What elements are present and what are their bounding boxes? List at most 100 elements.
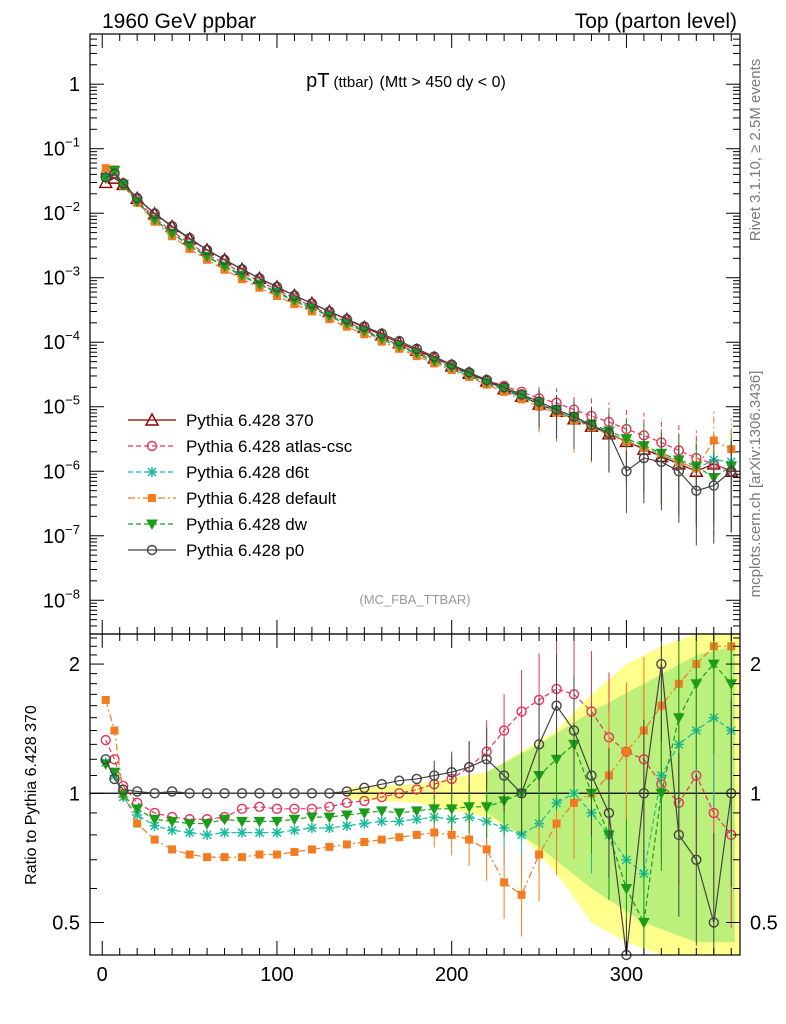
ratio-point (394, 788, 405, 799)
data-point (201, 251, 213, 263)
ratio-point (568, 725, 580, 736)
data-point (726, 466, 737, 477)
ratio-point (131, 804, 144, 815)
legend-label: Pythia 6.428 370 (186, 411, 314, 430)
ratio-point (375, 806, 388, 817)
ratio-point (109, 773, 120, 785)
legend-marker (147, 467, 157, 477)
ratio-point (271, 827, 282, 838)
data-point (533, 396, 545, 407)
data-point (498, 382, 510, 393)
data-point (101, 164, 110, 173)
ratio-panel-frame (89, 633, 741, 956)
data-point (341, 313, 353, 325)
ratio-point (236, 816, 248, 828)
main-y-tick-label: 10−2 (43, 199, 80, 225)
ratio-point (238, 853, 247, 862)
ratio-point (324, 823, 335, 834)
ratio-point (289, 803, 300, 815)
mcplots-label: mcplots.cern.ch [arXiv:1306.3436] (747, 371, 764, 598)
data-point (429, 351, 440, 362)
ratio-point (149, 820, 160, 831)
ratio-point (535, 850, 544, 859)
ratio-series-pythia-6-428-p0 (100, 634, 737, 961)
ratio-point (412, 830, 421, 839)
data-point (254, 273, 265, 284)
main-y-tick-label: 10−4 (43, 328, 80, 354)
ratio-point (498, 725, 510, 736)
rivet-version-label: Rivet 3.1.10, ≥ 2.5M events (747, 59, 764, 242)
ratio-point (167, 825, 178, 836)
data-point (481, 374, 492, 386)
legend-label: Pythia 6.428 atlas-csc (186, 437, 353, 456)
ratio-point (429, 770, 440, 781)
data-point (709, 436, 718, 445)
data-point (201, 244, 213, 256)
ratio-point (254, 827, 265, 838)
series-line (105, 663, 732, 956)
ratio-point (184, 827, 195, 838)
ratio-point (603, 807, 615, 819)
ratio-point (203, 853, 212, 862)
x-tick-label: 0 (97, 964, 108, 986)
data-point (586, 419, 597, 431)
data-point (603, 427, 615, 439)
ratio-point (342, 840, 351, 849)
ratio-point (117, 784, 129, 795)
ratio-point (236, 803, 248, 815)
legend-label: Pythia 6.428 dw (186, 515, 308, 534)
ratio-point (428, 804, 441, 815)
main-y-tick-label: 10−5 (43, 393, 80, 419)
ratio-y-tick-label-right: 0.5 (750, 912, 778, 934)
ratio-point (254, 801, 265, 813)
data-point (691, 485, 702, 496)
header-left: 1960 GeV ppbar (102, 10, 256, 33)
data-point (394, 335, 405, 347)
legend-marker (146, 544, 158, 556)
ratio-point (253, 816, 266, 828)
ratio-point (131, 786, 143, 797)
ratio-point (465, 835, 474, 844)
data-point (219, 254, 230, 265)
series-line (105, 645, 732, 896)
ratio-point (570, 798, 579, 807)
ratio-point (376, 816, 387, 827)
ratio-point (359, 795, 370, 807)
ratio-point (393, 808, 406, 819)
legend-entry: Pythia 6.428 atlas-csc (128, 437, 353, 456)
ratio-point (516, 706, 527, 717)
ratio-point (271, 816, 283, 828)
ratio-point (168, 845, 177, 854)
ratio-point (132, 810, 143, 821)
legend-marker (146, 440, 158, 452)
ratio-point (289, 825, 300, 836)
ratio-point (237, 827, 248, 838)
ratio-point (219, 788, 230, 799)
data-point (446, 359, 457, 370)
ratio-point (586, 706, 597, 717)
ratio-point (638, 917, 650, 929)
ratio-point (325, 842, 334, 851)
ratio-y-tick-label: 1 (69, 783, 80, 805)
data-point (411, 343, 422, 355)
ratio-point (219, 827, 230, 838)
ratio-point (655, 788, 668, 800)
ratio-point (672, 713, 685, 724)
ratio-point (516, 788, 527, 799)
ratio-point (272, 850, 281, 859)
data-point (463, 369, 476, 381)
ratio-point (411, 814, 422, 825)
ratio-point (341, 786, 353, 797)
data-point (117, 179, 130, 191)
ratio-point (482, 845, 491, 854)
ratio-point (551, 700, 562, 711)
ratio-point (220, 853, 229, 862)
ratio-point (306, 788, 318, 799)
legend-label: Pythia 6.428 d6t (186, 463, 309, 482)
ratio-point (445, 804, 458, 815)
data-point (108, 165, 121, 177)
ratio-point (201, 819, 213, 830)
data-point (708, 480, 719, 491)
ratio-point (690, 679, 703, 690)
